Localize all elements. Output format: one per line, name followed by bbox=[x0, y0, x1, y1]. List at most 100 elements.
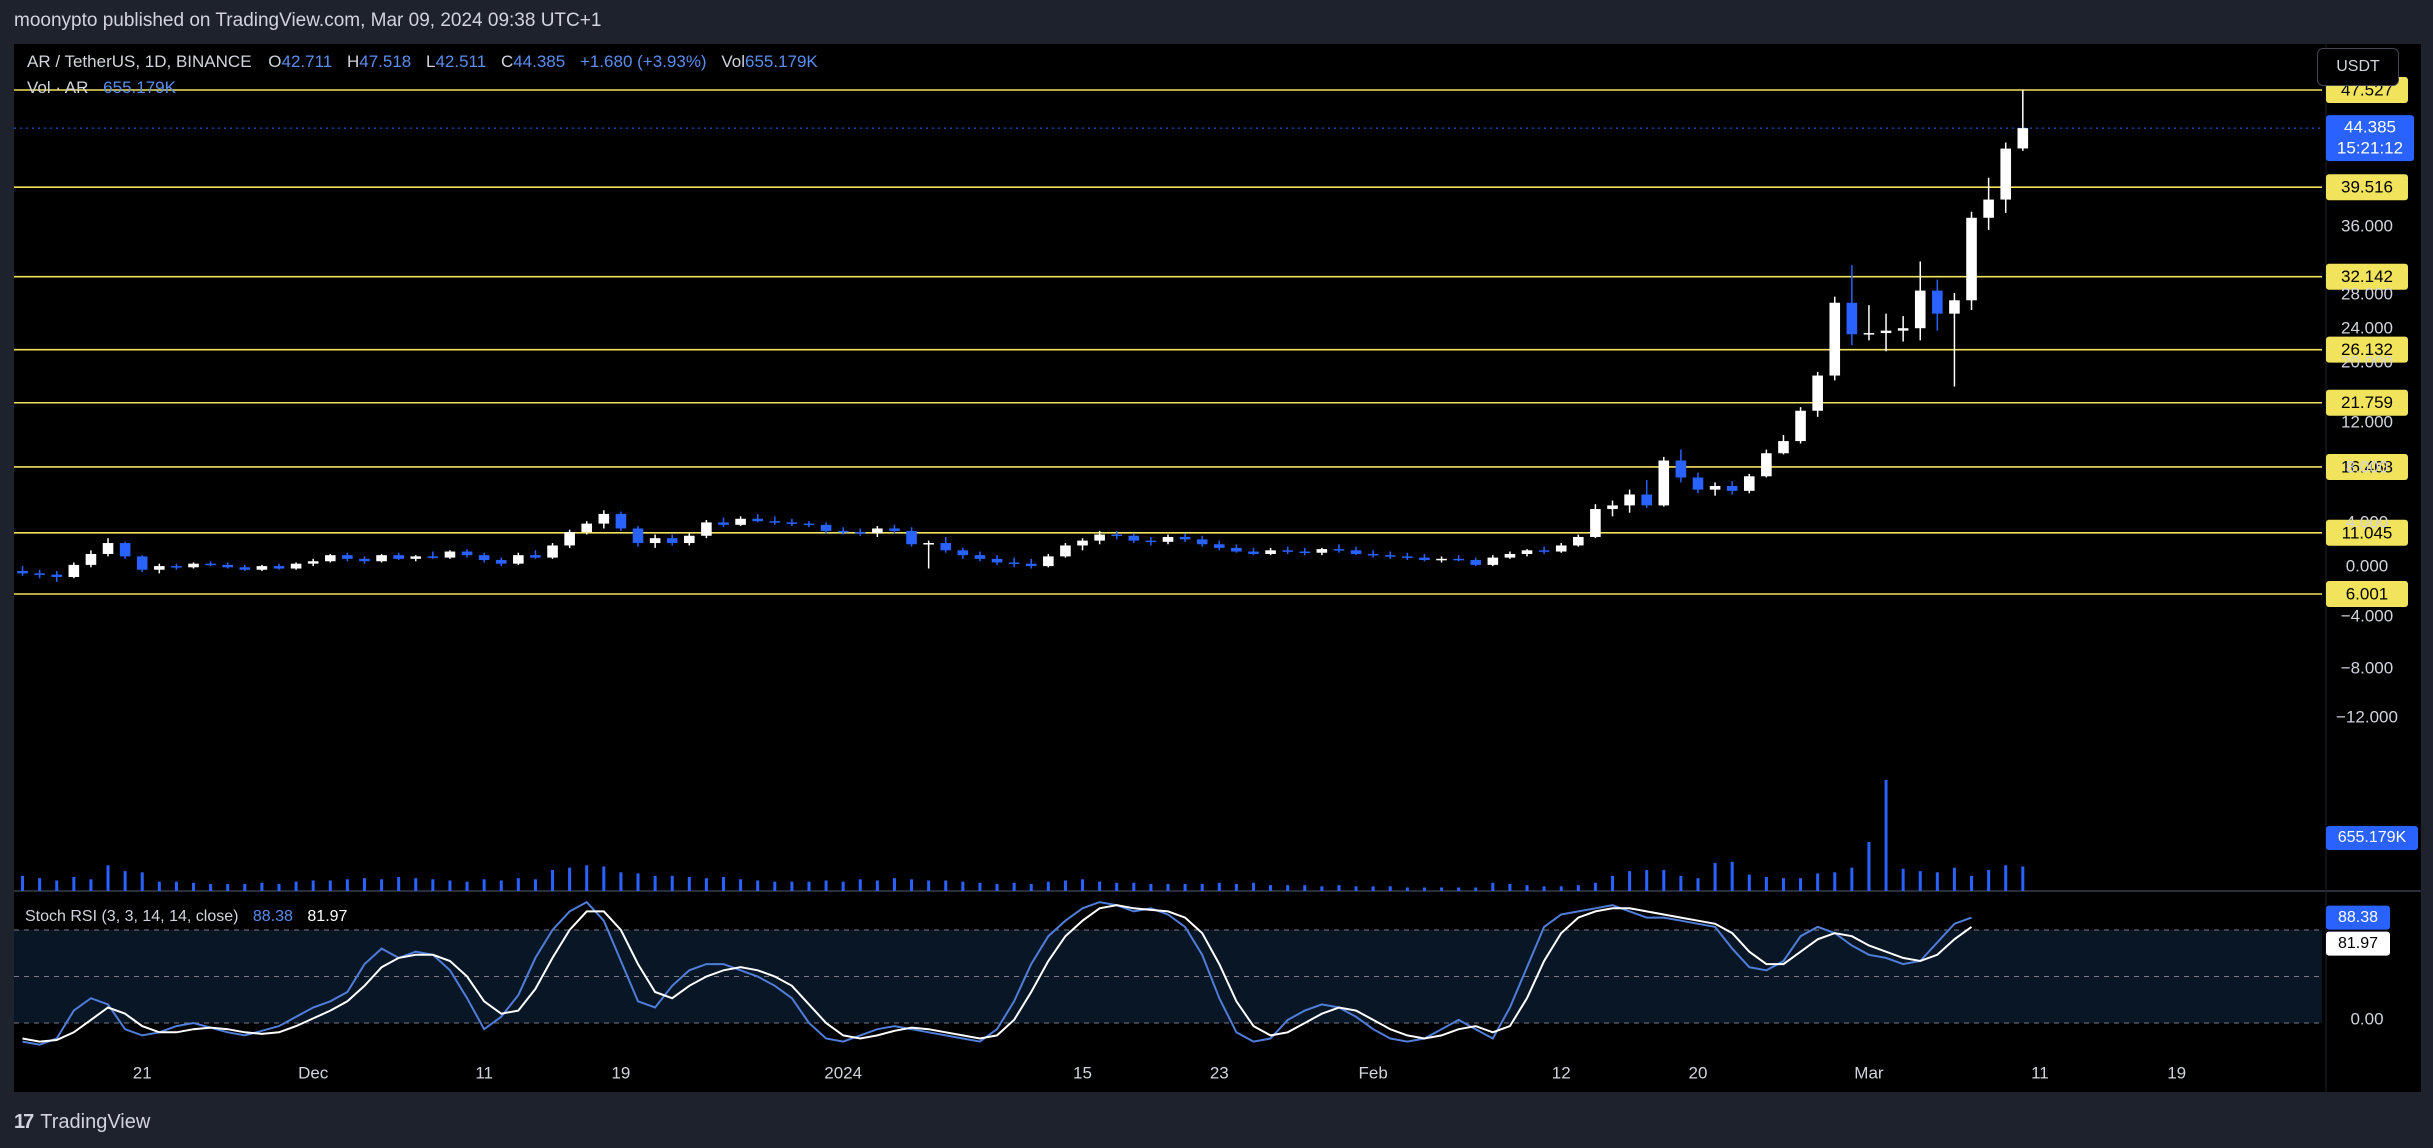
candle-body[interactable] bbox=[1521, 550, 1533, 554]
candle-body[interactable] bbox=[1812, 375, 1823, 411]
candle-body[interactable] bbox=[1658, 460, 1670, 506]
candle-body[interactable] bbox=[1487, 557, 1499, 565]
candle-body[interactable] bbox=[376, 555, 387, 562]
candle-body[interactable] bbox=[17, 570, 28, 574]
candle-body[interactable] bbox=[273, 566, 285, 569]
candle-body[interactable] bbox=[1846, 302, 1858, 335]
candle-body[interactable] bbox=[1384, 555, 1396, 557]
candle-body[interactable] bbox=[307, 561, 319, 564]
candle-body[interactable] bbox=[1726, 485, 1738, 491]
chart-canvas[interactable]: 47.52739.51632.14226.13221.75916.46811.0… bbox=[14, 44, 2421, 1092]
candle-body[interactable] bbox=[837, 530, 849, 533]
candle-body[interactable] bbox=[1453, 558, 1464, 561]
candle-body[interactable] bbox=[154, 566, 165, 570]
candle-body[interactable] bbox=[444, 551, 456, 558]
candle-body[interactable] bbox=[1624, 494, 1635, 506]
currency-button[interactable]: USDT bbox=[2317, 48, 2399, 86]
candle-body[interactable] bbox=[1863, 333, 1875, 335]
candle-body[interactable] bbox=[1761, 453, 1772, 477]
candle-body[interactable] bbox=[1145, 540, 1157, 543]
candle-body[interactable] bbox=[1179, 536, 1191, 540]
candle-body[interactable] bbox=[940, 543, 952, 551]
candle-body[interactable] bbox=[1060, 545, 1071, 557]
candle-body[interactable] bbox=[1914, 290, 1926, 329]
candle-body[interactable] bbox=[854, 532, 866, 534]
candle-body[interactable] bbox=[1880, 330, 1892, 334]
candle-body[interactable] bbox=[1641, 494, 1652, 506]
candle-body[interactable] bbox=[1196, 539, 1208, 545]
candle-body[interactable] bbox=[1829, 302, 1841, 376]
candle-body[interactable] bbox=[2017, 128, 2029, 149]
candle-body[interactable] bbox=[735, 518, 746, 525]
candle-body[interactable] bbox=[872, 528, 883, 534]
candle-body[interactable] bbox=[1316, 549, 1328, 553]
symbol-label[interactable]: AR / TetherUS, 1D, BINANCE bbox=[27, 52, 252, 71]
candle-body[interactable] bbox=[205, 563, 216, 566]
candle-body[interactable] bbox=[1436, 558, 1447, 561]
candle-body[interactable] bbox=[1025, 563, 1037, 567]
candle-body[interactable] bbox=[1299, 551, 1311, 554]
candle-body[interactable] bbox=[68, 564, 80, 578]
candle-body[interactable] bbox=[906, 530, 917, 545]
candle-body[interactable] bbox=[803, 523, 815, 526]
candle-body[interactable] bbox=[1282, 550, 1293, 552]
candle-body[interactable] bbox=[564, 532, 575, 546]
candle-body[interactable] bbox=[461, 551, 473, 556]
candle-body[interactable] bbox=[478, 555, 490, 561]
candle-body[interactable] bbox=[530, 555, 541, 558]
candle-body[interactable] bbox=[1402, 556, 1413, 558]
candle-body[interactable] bbox=[1932, 290, 1943, 314]
candle-body[interactable] bbox=[1743, 476, 1755, 491]
candle-body[interactable] bbox=[1897, 328, 1909, 331]
candle-body[interactable] bbox=[786, 522, 798, 524]
candle-body[interactable] bbox=[188, 563, 199, 568]
candle-body[interactable] bbox=[581, 523, 593, 533]
candle-body[interactable] bbox=[752, 518, 763, 522]
candle-body[interactable] bbox=[991, 558, 1003, 563]
candle-body[interactable] bbox=[1538, 550, 1550, 552]
candle-body[interactable] bbox=[359, 558, 370, 562]
candle-body[interactable] bbox=[957, 550, 969, 556]
candle-body[interactable] bbox=[222, 564, 234, 568]
candle-body[interactable] bbox=[615, 513, 627, 529]
candle-body[interactable] bbox=[1709, 485, 1721, 490]
volume-indicator-label[interactable]: Vol · AR bbox=[27, 78, 89, 97]
candle-body[interactable] bbox=[495, 560, 507, 564]
candle-body[interactable] bbox=[1949, 300, 1960, 314]
candle-body[interactable] bbox=[1248, 551, 1259, 554]
candle-body[interactable] bbox=[1983, 199, 1994, 218]
candle-body[interactable] bbox=[342, 555, 353, 559]
candle-body[interactable] bbox=[632, 528, 644, 544]
candle-body[interactable] bbox=[974, 555, 986, 559]
tradingview-brand[interactable]: TradingView bbox=[40, 1110, 151, 1133]
candle-body[interactable] bbox=[820, 524, 832, 531]
candle-body[interactable] bbox=[427, 556, 439, 558]
candle-body[interactable] bbox=[256, 566, 268, 570]
candle-body[interactable] bbox=[1265, 550, 1276, 554]
candle-body[interactable] bbox=[769, 521, 781, 523]
candle-body[interactable] bbox=[1573, 536, 1584, 546]
candle-body[interactable] bbox=[1607, 505, 1618, 510]
candle-body[interactable] bbox=[1419, 557, 1430, 561]
candle-body[interactable] bbox=[718, 522, 729, 525]
candle-body[interactable] bbox=[410, 556, 422, 559]
candle-body[interactable] bbox=[1111, 534, 1123, 537]
candle-body[interactable] bbox=[1966, 217, 1977, 301]
candle-body[interactable] bbox=[1470, 560, 1482, 565]
candle-body[interactable] bbox=[1128, 535, 1140, 541]
candle-body[interactable] bbox=[393, 555, 404, 559]
candle-body[interactable] bbox=[649, 538, 661, 544]
candle-body[interactable] bbox=[1590, 509, 1601, 537]
candle-body[interactable] bbox=[1367, 553, 1379, 556]
candle-body[interactable] bbox=[51, 574, 63, 578]
candle-body[interactable] bbox=[547, 545, 558, 558]
candle-body[interactable] bbox=[34, 573, 45, 575]
candle-body[interactable] bbox=[666, 538, 678, 544]
candle-body[interactable] bbox=[1333, 549, 1345, 551]
candle-body[interactable] bbox=[889, 528, 900, 531]
candle-body[interactable] bbox=[136, 556, 148, 570]
candle-body[interactable] bbox=[1675, 460, 1687, 478]
candle-body[interactable] bbox=[1778, 441, 1789, 454]
candle-body[interactable] bbox=[598, 513, 610, 524]
candle-body[interactable] bbox=[102, 543, 114, 554]
